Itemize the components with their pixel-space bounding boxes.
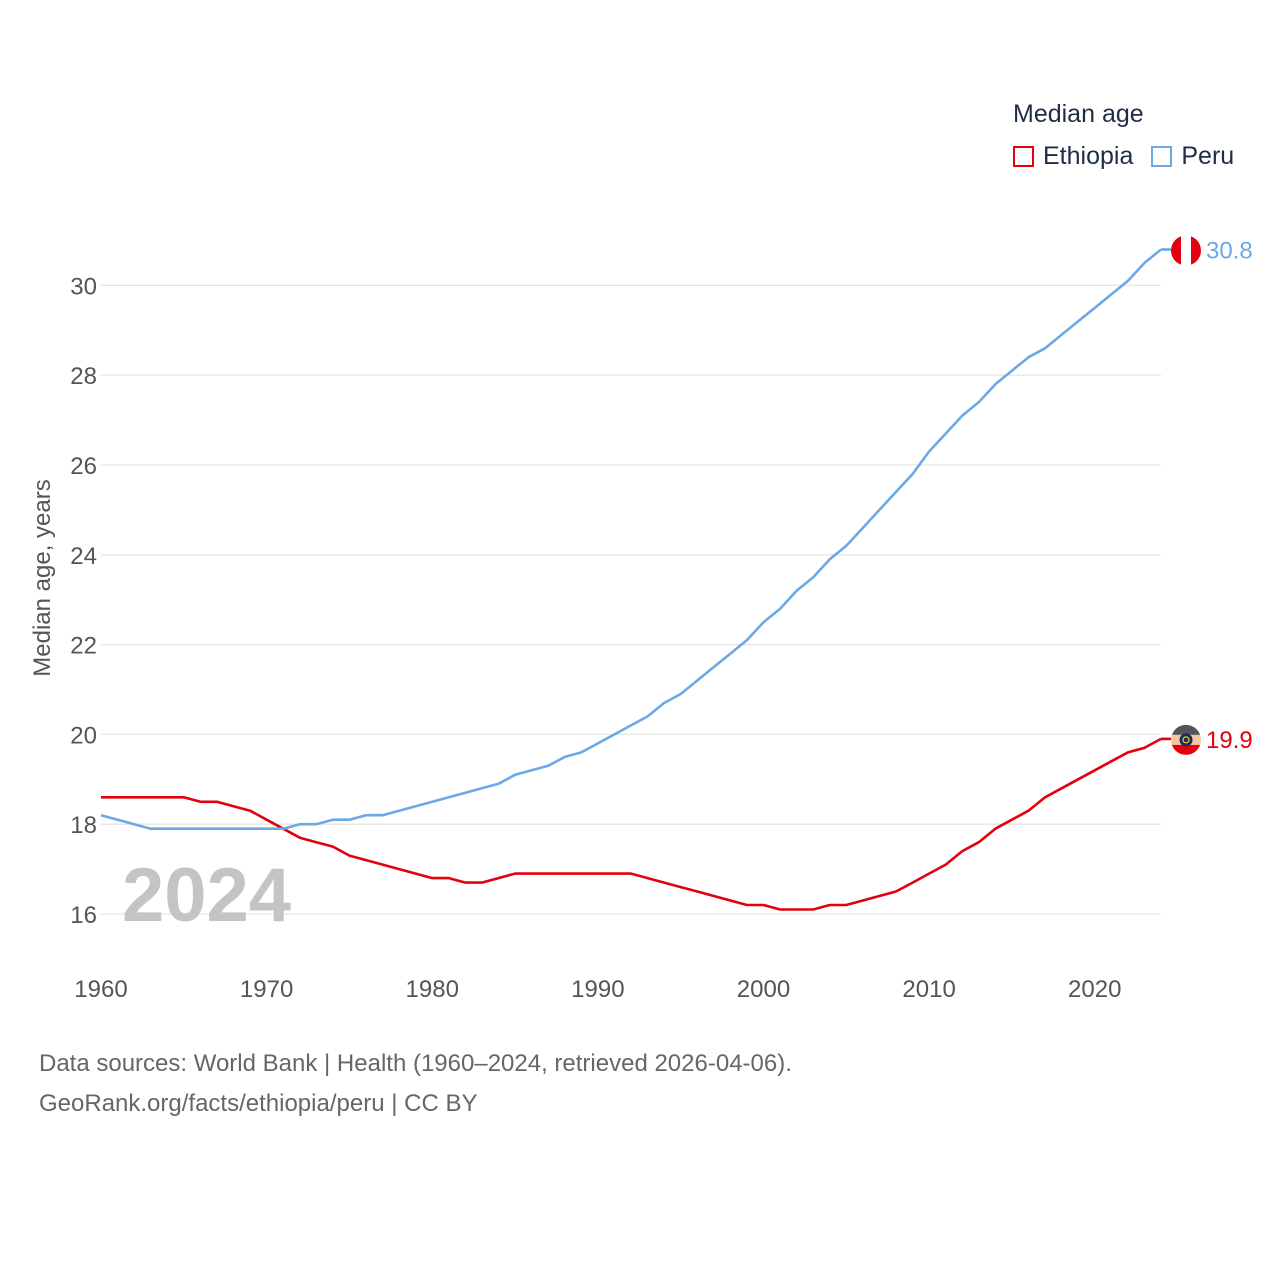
flag-body [1171, 724, 1201, 755]
y-tick-label: 24 [70, 543, 97, 570]
y-tick-label: 16 [70, 902, 97, 929]
flag-stripe-bottom [1171, 744, 1201, 755]
flag-body [1171, 235, 1201, 266]
x-tick-label: 2010 [902, 976, 955, 1003]
year-label: 2024 [122, 853, 291, 938]
flag-stripe-top [1171, 724, 1201, 735]
legend-swatch-peru [1151, 146, 1173, 167]
legend-label-peru: Peru [1181, 142, 1235, 170]
x-tick-label: 2020 [1068, 976, 1121, 1003]
footer: Data sources: World Bank | Health (1960–… [39, 1044, 792, 1124]
flag-stripe-red-left [1171, 235, 1181, 266]
legend-item-peru[interactable]: Peru [1151, 142, 1234, 171]
legend-label-ethiopia: Ethiopia [1043, 142, 1134, 170]
x-tick-label: 1960 [74, 976, 127, 1003]
ethiopia-flag-icon [1171, 724, 1201, 755]
legend-title: Median age [1013, 100, 1144, 128]
y-tick-label: 26 [70, 453, 97, 480]
y-tick-label: 20 [70, 722, 97, 749]
peru-flag-icon [1171, 235, 1201, 266]
series-line-ethiopia [101, 737, 1162, 911]
y-tick-label: 30 [70, 273, 97, 300]
y-tick-label: 22 [70, 633, 97, 660]
footer-sources: Data sources: World Bank | Health (1960–… [39, 1050, 792, 1077]
x-tick-label: 1990 [571, 976, 624, 1003]
legend-item-ethiopia[interactable]: Ethiopia [1013, 142, 1133, 171]
x-tick-label: 1980 [406, 976, 459, 1003]
series-line-peru [100, 248, 1162, 831]
end-value-label-ethiopia: 19.9 [1206, 727, 1253, 754]
legend: Ethiopia Peru [1013, 142, 1252, 171]
flag-emblem [1179, 733, 1193, 747]
y-axis-label: Median age, years [29, 479, 56, 677]
flag-stripe-red-right [1191, 235, 1201, 266]
end-value-label-peru: 30.8 [1206, 237, 1253, 264]
flag-emblem-star [1182, 736, 1190, 744]
x-tick-label: 1970 [240, 976, 293, 1003]
y-tick-label: 28 [70, 363, 97, 390]
legend-swatch-ethiopia [1013, 146, 1034, 167]
x-tick-label: 2000 [737, 976, 790, 1003]
footer-link[interactable]: GeoRank.org/facts/ethiopia/peru | CC BY [39, 1090, 478, 1117]
flag-stripe-white [1181, 235, 1191, 266]
y-tick-label: 18 [70, 812, 97, 839]
